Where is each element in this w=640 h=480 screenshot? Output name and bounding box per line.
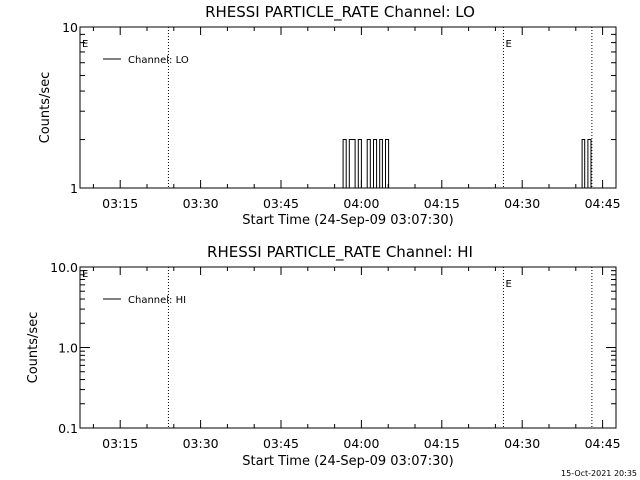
panel-lo-xtick-label: 04:00 — [343, 196, 379, 211]
panel-lo-xtick-label: 04:45 — [585, 196, 621, 211]
panel-hi-ytick-label: 10.0 — [50, 260, 78, 275]
panel-lo-ylabel: Counts/sec — [38, 72, 53, 144]
panel-lo-ytick-label: 1 — [70, 181, 78, 196]
panel-hi-xtick-label: 04:45 — [585, 436, 621, 451]
panel-lo-legend: Channel: LO — [103, 55, 189, 66]
panel-lo-legend-label: Channel: LO — [128, 55, 189, 66]
panel-lo-ytick-label: 10 — [62, 20, 78, 35]
panel-hi-xlabel: Start Time (24-Sep-09 03:07:30) — [242, 454, 453, 469]
footer-timestamp: 15-Oct-2021 20:35 — [561, 469, 637, 478]
panel-lo-xtick-label: 03:15 — [102, 196, 138, 211]
panel-lo-xtick-label: 03:45 — [263, 196, 299, 211]
panel-hi-xtick-label: 03:30 — [183, 436, 219, 451]
panel-lo-edge-label: E — [82, 39, 88, 50]
panel-hi-xtick-label: 04:30 — [504, 436, 540, 451]
panel-lo-frame — [79, 26, 617, 189]
panel-hi-xtick-label: 03:45 — [263, 436, 299, 451]
panel-lo-xtick-label: 04:30 — [504, 196, 540, 211]
panel-lo: RHESSI PARTICLE_RATE Channel: LO Counts/… — [38, 3, 621, 228]
panel-hi-xtick-label: 03:15 — [102, 436, 138, 451]
panel-hi-title: RHESSI PARTICLE_RATE Channel: HI — [207, 243, 473, 262]
panel-hi-xtick-label: 04:15 — [424, 436, 460, 451]
panel-hi-xtick-label: 04:00 — [343, 436, 379, 451]
panel-lo-xtick-label: 03:30 — [183, 196, 219, 211]
panel-hi: RHESSI PARTICLE_RATE Channel: HI Counts/… — [26, 243, 621, 469]
panel-hi-edge-label: E — [82, 269, 88, 280]
panel-lo-xtick-label: 04:15 — [424, 196, 460, 211]
panel-hi-event-marker-label: E — [505, 279, 511, 290]
panel-lo-event-marker-label: E — [505, 39, 511, 50]
panel-lo-title: RHESSI PARTICLE_RATE Channel: LO — [205, 3, 475, 22]
panel-hi-ylabel: Counts/sec — [26, 312, 41, 384]
panel-hi-ytick-label: 0.1 — [58, 421, 78, 436]
panel-hi-frame — [79, 266, 617, 429]
panel-hi-legend-label: Channel: HI — [128, 295, 186, 306]
panel-hi-legend: Channel: HI — [103, 295, 186, 306]
panel-lo-xlabel: Start Time (24-Sep-09 03:07:30) — [242, 213, 453, 228]
panel-hi-ytick-label: 1.0 — [58, 341, 78, 356]
panel-lo-series-line — [340, 139, 595, 189]
